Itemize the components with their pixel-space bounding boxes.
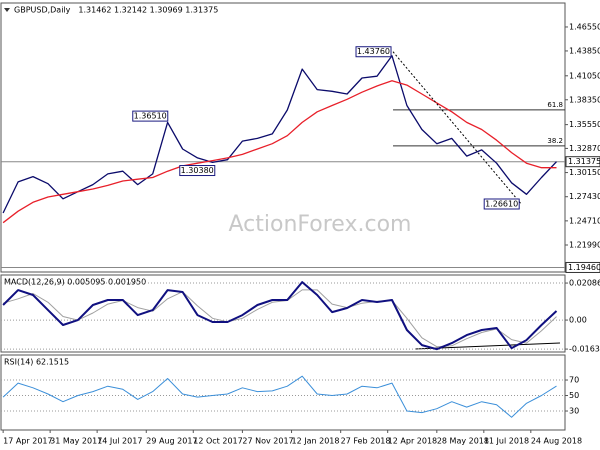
price-annotation-box <box>355 46 392 58</box>
panel-title: GBPUSD,Daily <box>14 6 71 15</box>
y-tick-label: 1.24710 <box>569 216 600 225</box>
y-tick-label: 1.30150 <box>569 168 600 177</box>
series-line <box>2 80 557 224</box>
fib-label: 61.8 <box>547 101 563 109</box>
x-tick-label: 29 Aug 2017 <box>146 437 197 446</box>
price-annotation-box <box>132 110 169 122</box>
y-tick-label: 0.00 <box>569 316 587 325</box>
price-annotation-label: 1.26610 <box>485 199 518 208</box>
x-tick-label: 14 Jul 2017 <box>97 437 142 446</box>
series-line <box>2 289 557 348</box>
y-tick-label: 1.43850 <box>569 46 600 55</box>
x-tick-label: 12 Apr 2018 <box>388 437 437 446</box>
y-tick-label: -0.016357 <box>569 345 600 354</box>
panel-frame <box>0 354 566 431</box>
series-line <box>2 281 558 351</box>
y-tick-label: 50 <box>569 391 579 400</box>
x-tick-label: 17 Apr 2017 <box>3 437 52 446</box>
watermark: ActionForex.com <box>229 212 412 237</box>
y-tick-label: 1.21990 <box>569 241 600 250</box>
last-price-label: 1.31375 <box>568 157 600 166</box>
x-tick-label: 24 Aug 2018 <box>531 437 582 446</box>
y-tick-label: 30 <box>569 407 579 416</box>
panel-title: MACD(12,26,9) 0.005095 0.001950 <box>4 278 146 287</box>
panel-title: RSI(14) 62.1515 <box>4 358 69 367</box>
y-tick-label: 1.27430 <box>569 192 600 201</box>
y-tick-label: 1.35550 <box>569 120 600 129</box>
y-tick-label: 1.32870 <box>569 144 600 153</box>
y-tick-label: 1.41050 <box>569 71 600 80</box>
x-tick-label: 12 Jan 2018 <box>292 437 340 446</box>
x-tick-label: 11 Jul 2018 <box>484 437 529 446</box>
macd-trend-line <box>414 342 561 350</box>
last-price-box <box>565 156 600 168</box>
low-line-box <box>565 261 600 273</box>
series-line <box>2 375 557 418</box>
price-annotation-box <box>179 165 216 177</box>
y-tick-label: 0.020861 <box>569 279 600 288</box>
panel-frame <box>0 274 566 353</box>
series-line <box>2 55 557 214</box>
x-tick-label: 27 Nov 2017 <box>242 437 293 446</box>
y-tick-label: 1.38350 <box>569 95 600 104</box>
fib-label: 38.2 <box>547 137 563 145</box>
price-annotation-box <box>483 198 520 210</box>
x-tick-label: 31 May 2017 <box>50 437 102 446</box>
low-line-label: 1.19460 <box>568 263 600 272</box>
price-annotation-label: 1.36510 <box>134 112 167 121</box>
y-tick-label: 1.46550 <box>569 22 600 31</box>
panel-frame <box>0 2 566 273</box>
y-tick-label: 70 <box>569 376 579 385</box>
menu-icon <box>4 8 10 12</box>
x-tick-label: 12 Oct 2017 <box>193 437 242 446</box>
x-tick-label: 28 May 2018 <box>437 437 489 446</box>
trend-line <box>392 51 522 205</box>
panel-subtitle: 1.31462 1.32142 1.30969 1.31375 <box>78 6 218 15</box>
price-annotation-label: 1.43760 <box>357 47 390 56</box>
x-tick-label: 27 Feb 2018 <box>341 437 391 446</box>
price-annotation-label: 1.30380 <box>181 166 214 175</box>
